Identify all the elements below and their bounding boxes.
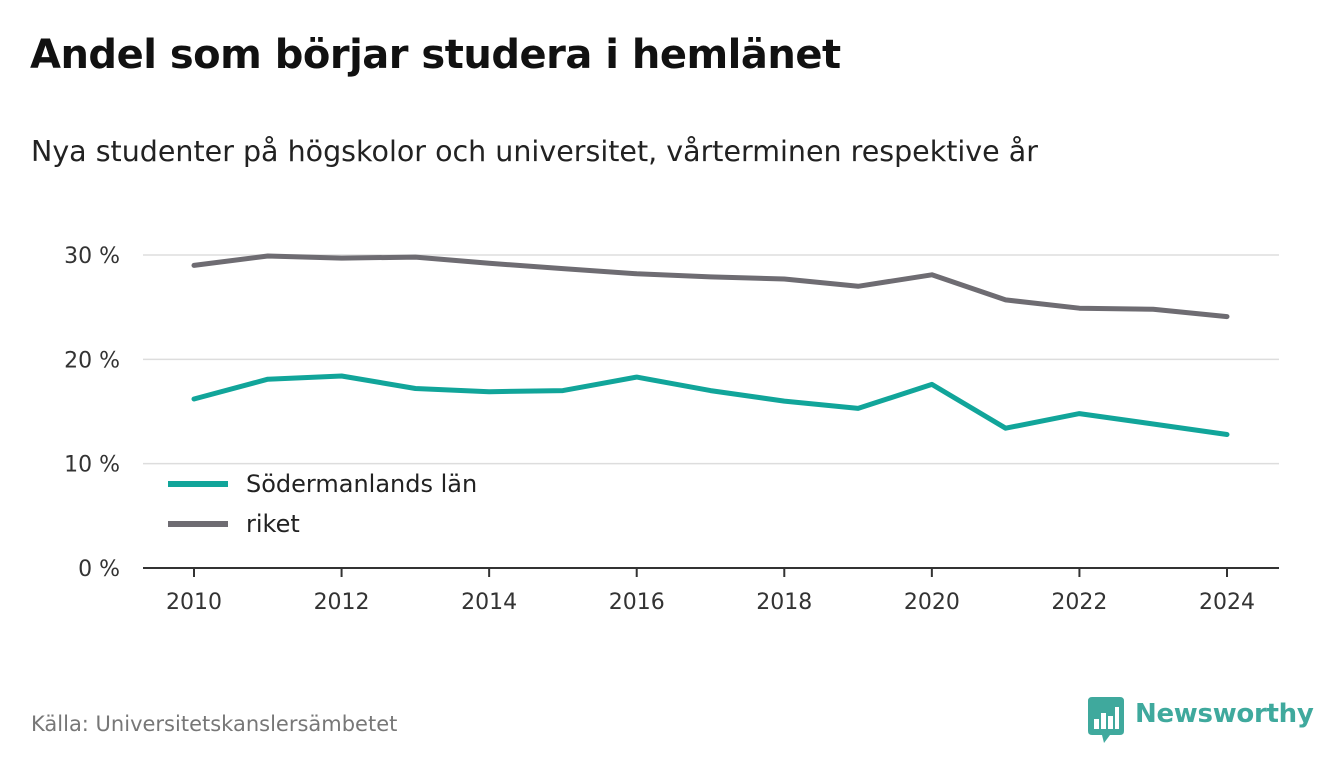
series-line-riket [191,253,1230,320]
x-tick-label: 2010 [166,590,222,615]
legend: Södermanlands län riket [158,465,500,545]
legend-label: riket [246,510,300,538]
legend-label: Södermanlands län [246,470,477,498]
series-line-sodermanland [191,373,1230,437]
x-tick-label: 2018 [756,590,812,615]
y-tick-label: 20 % [64,348,120,373]
y-tick-label: 10 % [64,453,120,478]
brand-name: Newsworthy [1135,699,1314,729]
line-chart: 0 % 10 % 20 % 30 % 2010 2012 2014 2016 2018 2020… [64,244,1279,615]
x-tick-label: 2014 [461,590,517,615]
x-tick-label: 2022 [1051,590,1107,615]
brand-logo: Newsworthy [1088,697,1314,743]
x-tick-label: 2020 [904,590,960,615]
y-tick-label: 30 % [64,244,120,269]
chart-subtitle: Nya studenter på högskolor och universit… [31,135,1038,168]
grid-lines [143,254,1279,569]
bar-chart-speech-bubble-icon [1088,697,1124,743]
source-note: Källa: Universitetskanslersämbetet [31,712,398,736]
x-axis-ticks: 2010 2012 2014 2016 2018 2020 2022 2024 [166,568,1255,615]
y-tick-label: 0 % [78,557,120,582]
x-tick-label: 2024 [1199,590,1255,615]
legend-background [158,465,500,545]
chart-title: Andel som börjar studera i hemlänet [30,32,841,78]
x-tick-label: 2012 [314,590,370,615]
x-tick-label: 2016 [609,590,665,615]
y-axis-ticks: 0 % 10 % 20 % 30 % [64,244,120,582]
series-lines [191,253,1230,437]
